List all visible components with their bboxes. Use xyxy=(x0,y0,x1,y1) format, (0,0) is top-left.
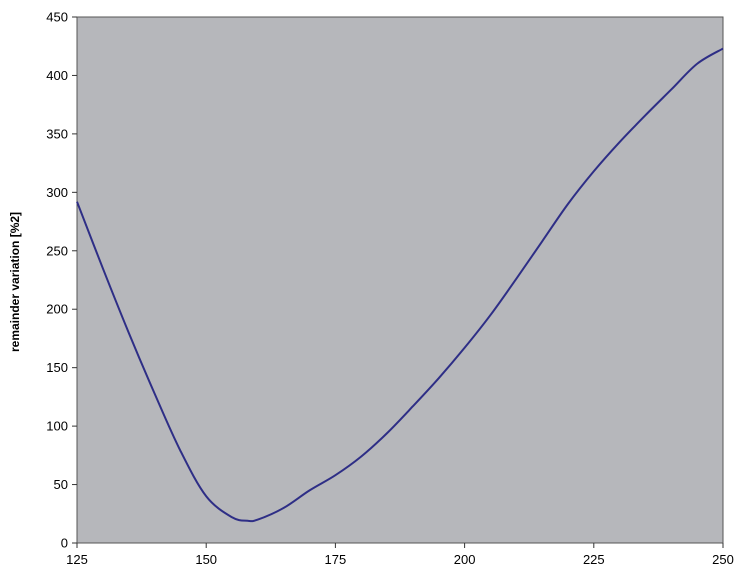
x-tick-label: 125 xyxy=(66,552,88,567)
series-line xyxy=(76,47,724,523)
y-axis-title: remainder variation [%2] xyxy=(8,212,22,352)
y-tick-label: 0 xyxy=(61,536,68,551)
y-tick-label: 300 xyxy=(46,185,68,200)
y-tick-label: 250 xyxy=(46,243,68,258)
y-axis: 0 50 100 150 200 250 300 350 400 450 xyxy=(46,10,77,551)
x-tick-label: 225 xyxy=(583,552,605,567)
y-tick-label: 100 xyxy=(46,419,68,434)
x-tick-label: 250 xyxy=(712,552,734,567)
x-tick-label: 175 xyxy=(325,552,347,567)
y-tick-label: 150 xyxy=(46,360,68,375)
x-tick-label: 200 xyxy=(454,552,476,567)
x-tick-label: 150 xyxy=(195,552,217,567)
y-tick-label: 350 xyxy=(46,126,68,141)
plot-area xyxy=(76,16,724,544)
y-tick-label: 400 xyxy=(46,68,68,83)
y-tick-label: 200 xyxy=(46,302,68,317)
y-tick-label: 450 xyxy=(46,10,68,25)
series-layer xyxy=(76,47,724,523)
y-tick-label: 50 xyxy=(54,477,68,492)
x-axis: 125 150 175 200 225 250 xyxy=(66,543,734,567)
